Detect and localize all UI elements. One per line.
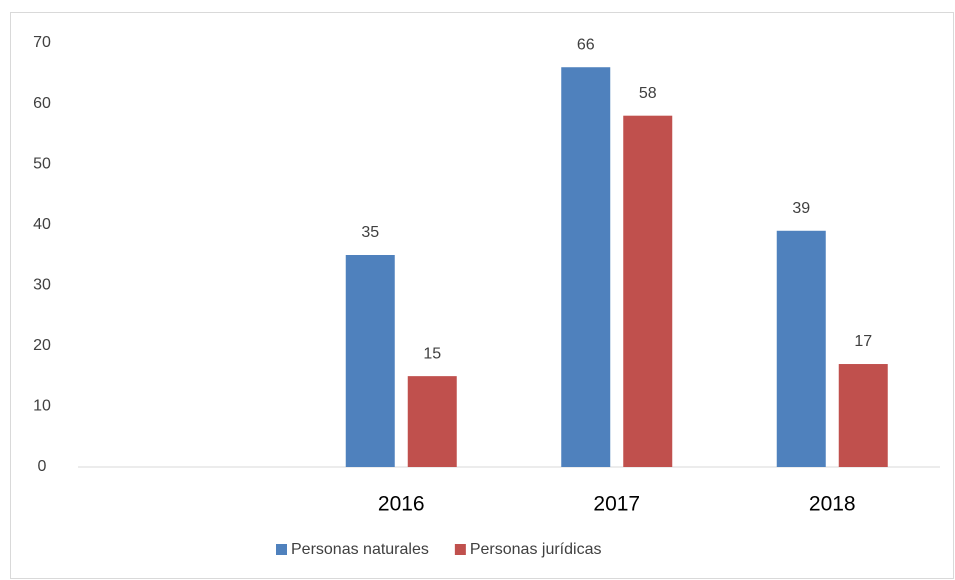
- bar: [345, 255, 395, 467]
- bar: [561, 67, 611, 467]
- bar: [776, 230, 826, 467]
- y-tick-label: 50: [33, 155, 51, 172]
- legend-swatch: [454, 544, 466, 555]
- x-tick-label: 2018: [809, 493, 856, 516]
- y-tick-label: 70: [33, 34, 51, 51]
- data-label: 17: [854, 333, 872, 350]
- bar: [623, 115, 673, 467]
- y-tick-label: 40: [33, 216, 51, 233]
- bar: [838, 364, 888, 467]
- bar: [407, 376, 457, 467]
- legend-label: Personas naturales: [291, 541, 429, 558]
- legend-swatch: [276, 544, 287, 555]
- data-label: 15: [423, 345, 441, 362]
- x-tick-label: 2016: [378, 493, 425, 516]
- x-tick-label: 2017: [593, 493, 640, 516]
- data-label: 35: [361, 224, 379, 241]
- y-tick-label: 60: [33, 95, 51, 112]
- y-tick-label: 20: [33, 337, 51, 354]
- y-tick-label: 30: [33, 277, 51, 294]
- legend-label: Personas jurídicas: [470, 541, 602, 558]
- data-label: 66: [577, 36, 595, 53]
- data-label: 39: [792, 200, 810, 217]
- y-tick-label: 0: [38, 458, 47, 475]
- y-tick-label: 10: [33, 398, 51, 415]
- data-label: 58: [639, 85, 657, 102]
